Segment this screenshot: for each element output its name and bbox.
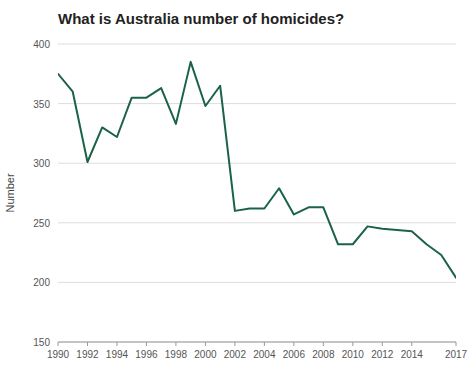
- x-tick-label: 1992: [76, 349, 99, 360]
- y-tick-label: 200: [33, 277, 50, 288]
- y-tick-label: 350: [33, 99, 50, 110]
- grid-line: [58, 222, 456, 223]
- x-tick-label: 2012: [371, 349, 394, 360]
- chart: What is Australia number of homicides? Nu…: [0, 0, 474, 374]
- x-axis: 1990 1992 1994 1996 1998 2000 2002 2004 2006 2008…: [47, 342, 468, 360]
- grid-line: [58, 163, 456, 164]
- y-tick-label: 250: [33, 218, 50, 229]
- grid-line: [58, 282, 456, 283]
- y-axis: 150 200 250 300 350 400: [33, 39, 456, 348]
- x-tick: [205, 342, 206, 346]
- chart-container: What is Australia number of homicides? Nu…: [0, 0, 474, 374]
- x-tick-label: 2010: [342, 349, 365, 360]
- x-tick-label: 2008: [312, 349, 335, 360]
- x-tick-label: 2014: [401, 349, 424, 360]
- title: What is Australia number of homicides?: [58, 10, 344, 27]
- x-tick: [146, 342, 147, 346]
- x-tick: [323, 342, 324, 346]
- x-tick: [382, 342, 383, 346]
- line: [58, 62, 456, 278]
- x-tick-label: 1990: [47, 349, 70, 360]
- y-tick-label: 150: [33, 337, 50, 348]
- y-tick-label: 400: [33, 39, 50, 50]
- x-tick: [293, 342, 294, 346]
- x-tick: [456, 342, 457, 346]
- x-tick: [264, 342, 265, 346]
- y-axis-label: Number: [4, 173, 16, 212]
- x-tick: [58, 342, 59, 346]
- x-tick-label: 1994: [106, 349, 129, 360]
- x-tick-label: 1996: [135, 349, 158, 360]
- plot-area: [58, 62, 456, 278]
- x-tick-label: 2002: [224, 349, 247, 360]
- x-tick: [116, 342, 117, 346]
- x-tick-label: 2006: [283, 349, 306, 360]
- grid-line: [58, 342, 456, 343]
- x-tick-label: 1998: [165, 349, 188, 360]
- x-tick-label: 2004: [253, 349, 276, 360]
- grid-line: [58, 44, 456, 45]
- x-tick: [175, 342, 176, 346]
- x-tick: [352, 342, 353, 346]
- grid-line: [58, 103, 456, 104]
- y-tick-label: 300: [33, 158, 50, 169]
- x-tick: [87, 342, 88, 346]
- x-tick: [234, 342, 235, 346]
- x-tick-label: 2000: [194, 349, 217, 360]
- x-tick-label: 2017: [445, 349, 468, 360]
- x-tick: [411, 342, 412, 346]
- x-axis-line: [58, 342, 456, 343]
